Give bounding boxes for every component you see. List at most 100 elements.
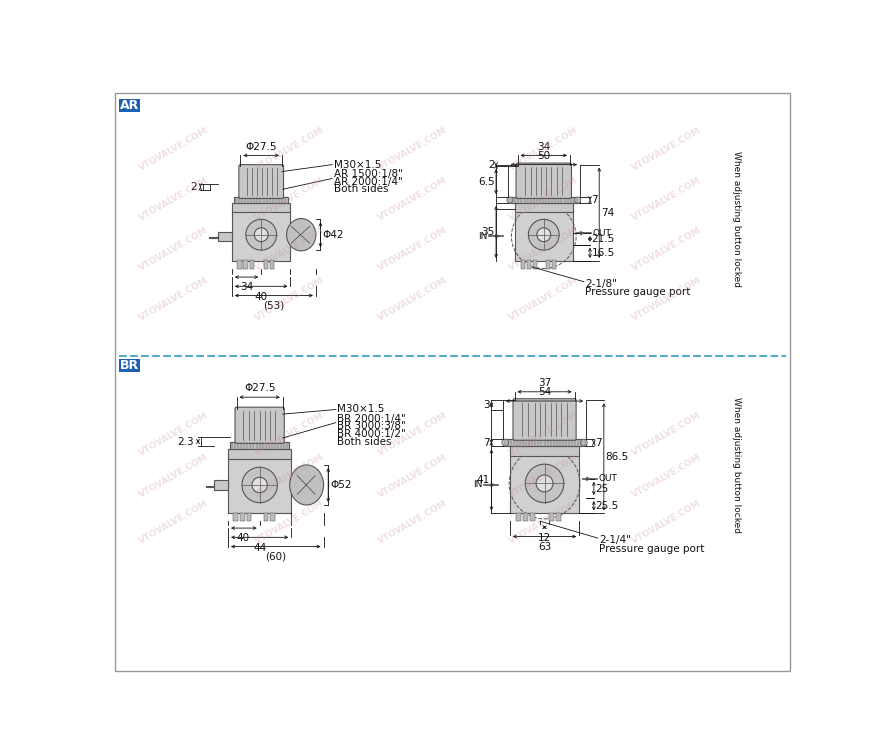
Text: 74: 74 <box>600 208 614 218</box>
Text: 54: 54 <box>538 387 551 397</box>
Text: VTOVALVE.COM: VTOVALVE.COM <box>508 276 580 323</box>
Text: Φ52: Φ52 <box>330 480 352 490</box>
Text: BR 4000:1/2": BR 4000:1/2" <box>337 429 406 439</box>
Circle shape <box>528 219 559 250</box>
Text: IN: IN <box>473 481 483 489</box>
Bar <box>269 260 274 268</box>
Bar <box>508 197 580 203</box>
Text: VTOVALVE.COM: VTOVALVE.COM <box>253 226 326 273</box>
Text: 2-1/8": 2-1/8" <box>585 279 617 289</box>
Bar <box>238 260 242 268</box>
Bar <box>263 513 268 521</box>
Circle shape <box>254 228 268 242</box>
Text: OUT: OUT <box>599 474 617 483</box>
Text: VTOVALVE.COM: VTOVALVE.COM <box>630 453 703 500</box>
Text: 25.5: 25.5 <box>595 500 619 511</box>
Ellipse shape <box>287 218 316 251</box>
Bar <box>516 513 521 521</box>
Text: IN: IN <box>479 232 487 240</box>
Bar <box>523 513 528 521</box>
Bar <box>244 260 248 268</box>
Text: VTOVALVE.COM: VTOVALVE.COM <box>508 411 580 457</box>
Text: VTOVALVE.COM: VTOVALVE.COM <box>138 453 210 500</box>
Text: 25: 25 <box>595 484 608 494</box>
Text: BR: BR <box>120 359 140 372</box>
Text: VTOVALVE.COM: VTOVALVE.COM <box>138 499 210 547</box>
Text: VTOVALVE.COM: VTOVALVE.COM <box>253 276 326 323</box>
Circle shape <box>507 197 513 203</box>
Text: VTOVALVE.COM: VTOVALVE.COM <box>630 226 703 273</box>
Text: M30×1.5: M30×1.5 <box>334 160 381 169</box>
Text: 50: 50 <box>537 150 550 161</box>
Circle shape <box>252 477 268 493</box>
Text: 34: 34 <box>537 141 550 151</box>
FancyBboxPatch shape <box>239 165 283 199</box>
Text: VTOVALVE.COM: VTOVALVE.COM <box>630 411 703 457</box>
Bar <box>240 513 245 521</box>
Circle shape <box>575 197 581 203</box>
Bar <box>503 438 586 447</box>
Circle shape <box>580 439 587 446</box>
Text: (60): (60) <box>265 552 286 562</box>
Text: M30×1.5: M30×1.5 <box>337 404 385 414</box>
Bar <box>530 513 534 521</box>
Text: 7: 7 <box>592 195 598 205</box>
Circle shape <box>242 467 277 503</box>
Bar <box>228 456 291 513</box>
Text: 44: 44 <box>253 543 267 553</box>
Bar <box>118 358 140 372</box>
Text: Both sides: Both sides <box>334 184 388 194</box>
Text: 6.5: 6.5 <box>478 177 494 187</box>
Bar <box>230 442 289 449</box>
Bar <box>556 513 561 521</box>
Text: VTOVALVE.COM: VTOVALVE.COM <box>253 411 326 457</box>
Bar <box>232 203 291 212</box>
Text: 40: 40 <box>237 534 250 544</box>
Bar <box>233 513 238 521</box>
Bar <box>515 209 573 261</box>
Text: When adjusting button locked: When adjusting button locked <box>732 397 741 533</box>
Circle shape <box>245 219 276 250</box>
Text: AR 1500:1/8": AR 1500:1/8" <box>334 169 403 179</box>
Text: VTOVALVE.COM: VTOVALVE.COM <box>253 453 326 500</box>
Bar <box>549 513 554 521</box>
Bar <box>263 260 268 268</box>
Bar <box>250 260 254 268</box>
Text: 7: 7 <box>483 438 490 448</box>
Text: VTOVALVE.COM: VTOVALVE.COM <box>508 175 580 223</box>
Bar <box>515 203 573 212</box>
Text: 21.5: 21.5 <box>592 234 615 244</box>
Text: Pressure gauge port: Pressure gauge port <box>585 287 691 296</box>
Text: VTOVALVE.COM: VTOVALVE.COM <box>508 226 580 273</box>
Circle shape <box>525 464 564 503</box>
Text: 3: 3 <box>483 400 490 410</box>
Text: VTOVALVE.COM: VTOVALVE.COM <box>253 499 326 547</box>
Text: VTOVALVE.COM: VTOVALVE.COM <box>138 276 210 323</box>
Text: 7: 7 <box>595 438 602 448</box>
Text: VTOVALVE.COM: VTOVALVE.COM <box>508 499 580 547</box>
Text: (53): (53) <box>263 301 284 311</box>
Bar <box>215 480 228 491</box>
Text: When adjusting button locked: When adjusting button locked <box>732 150 741 287</box>
Text: Both sides: Both sides <box>337 437 392 447</box>
Text: VTOVALVE.COM: VTOVALVE.COM <box>630 125 703 173</box>
Text: VTOVALVE.COM: VTOVALVE.COM <box>377 125 449 173</box>
Ellipse shape <box>290 465 323 505</box>
Text: VTOVALVE.COM: VTOVALVE.COM <box>377 453 449 500</box>
Text: Pressure gauge port: Pressure gauge port <box>600 544 705 554</box>
Bar <box>228 449 291 459</box>
Text: VTOVALVE.COM: VTOVALVE.COM <box>508 125 580 173</box>
Text: VTOVALVE.COM: VTOVALVE.COM <box>630 175 703 223</box>
Text: 41: 41 <box>477 476 490 485</box>
Bar <box>509 447 579 457</box>
Text: VTOVALVE.COM: VTOVALVE.COM <box>630 499 703 547</box>
Text: BR 3000:3/8": BR 3000:3/8" <box>337 421 406 432</box>
Bar <box>527 260 531 268</box>
Bar <box>218 231 232 241</box>
Text: 63: 63 <box>538 542 551 552</box>
Text: VTOVALVE.COM: VTOVALVE.COM <box>138 411 210 457</box>
Text: VTOVALVE.COM: VTOVALVE.COM <box>377 175 449 223</box>
Text: VTOVALVE.COM: VTOVALVE.COM <box>138 175 210 223</box>
Text: 40: 40 <box>254 292 268 302</box>
Text: VTOVALVE.COM: VTOVALVE.COM <box>253 125 326 173</box>
